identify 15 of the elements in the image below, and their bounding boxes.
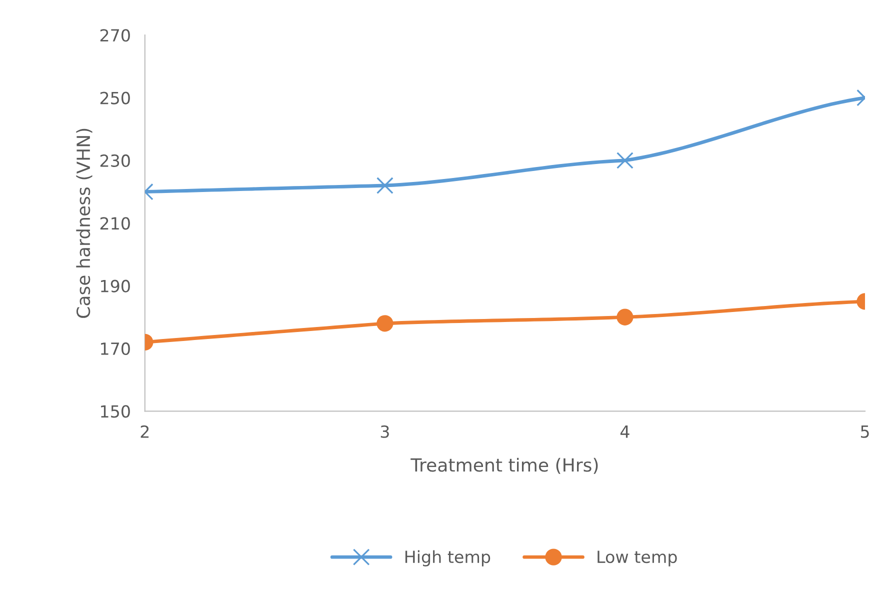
y-tick-label: 190 [101, 280, 130, 292]
x-tick-label: 3 [380, 425, 389, 438]
y-tick-label: 270 [100, 29, 130, 42]
x-tick-label: 5 [860, 426, 869, 438]
y-tick-label: 210 [100, 217, 130, 230]
y-axis-title: Case hardness (VHN) [76, 128, 92, 318]
y-tick-label: 150 [101, 405, 130, 418]
y-tick-label: 170 [101, 342, 130, 356]
legend-label: High temp [405, 550, 490, 566]
y-tick-label: 230 [100, 154, 130, 168]
y-tick-label: 250 [100, 92, 130, 104]
legend-label: Low temp [598, 550, 677, 566]
x-tick-label: 2 [140, 425, 149, 438]
x-axis-title: Treatment time (Hrs) [410, 458, 598, 474]
x-tick-label: 4 [620, 426, 630, 438]
